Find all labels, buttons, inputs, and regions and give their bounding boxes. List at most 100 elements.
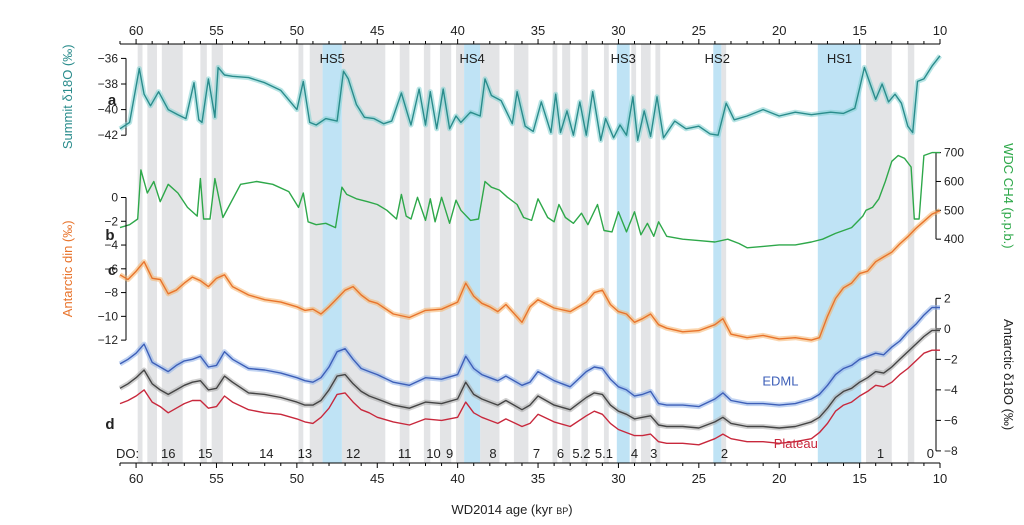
heinrich-label-hs4: HS4 [459,51,484,66]
y-tick-label-a: −40 [98,103,119,117]
stadial-band-20 [655,44,661,463]
top-tick-label-15: 15 [852,23,866,38]
y-tick-label-d: −4 [944,383,958,397]
y-tick-label-c: −10 [98,309,119,323]
panel-letter-d: d [105,416,114,433]
y-tick-label-d: −6 [944,413,958,427]
do-event-label-8: 8 [489,446,496,461]
series-label-plateau: Plateau [774,436,818,451]
panel-c: 0 −2 −4 −6 −8 −10 −12 Antarctic din (‰) c [60,191,942,347]
top-tick-label-10: 10 [933,23,947,38]
series-line-mean [119,329,940,429]
top-tick-label-55: 55 [209,23,223,38]
stadial-band-10 [439,44,452,463]
y-tick-label-d: 2 [944,291,951,305]
y-tick-label-c: −4 [104,238,118,252]
series-label-edml: EDML [762,373,798,388]
do-event-label-6: 6 [557,446,564,461]
do-event-label-12: 12 [346,446,360,461]
panel-d: 2 0 −2 −4 −6 −8 Antarctic δ18O (‰) d EDML Plateau [105,291,1016,458]
y-tick-label-b: 500 [944,203,964,217]
bottom-tick-label-35: 35 [531,471,545,486]
do-prefix-label: DO: [116,446,139,461]
stadial-band-19 [640,44,651,463]
panel-letter-c: c [108,262,116,279]
series-line-antarctic-dln [119,209,941,341]
do-event-label-16: 16 [161,446,175,461]
stadial-band-12 [480,44,500,463]
do-event-label-10: 10 [426,446,440,461]
y-tick-label-a: −36 [98,51,119,65]
do-event-label-2: 2 [721,446,728,461]
do-event-label-7: 7 [533,446,540,461]
do-event-label-4: 4 [631,446,638,461]
stadial-band-6 [309,44,323,463]
stadial-band-8 [399,44,410,463]
panel-a: −36 −38 −40 −42 Summit δ18O (‰) a [60,44,942,149]
stadial-band-2 [161,44,183,463]
panel-letter-b: b [105,227,114,244]
heinrich-label-hs3: HS3 [611,51,636,66]
heinrich-band-hs3 [616,44,630,463]
stadial-band-15 [562,44,571,463]
do-event-label-15: 15 [198,446,212,461]
bottom-tick-label-40: 40 [450,471,464,486]
y-axis-title-c: Antarctic din (‰) [60,220,75,317]
do-event-label-9: 9 [446,446,453,461]
bottom-tick-label-25: 25 [692,471,706,486]
stadial-band-3 [200,44,207,463]
y-tick-label-b: 400 [944,232,964,246]
top-tick-label-45: 45 [370,23,384,38]
top-tick-label-20: 20 [772,23,786,38]
stadial-band-4 [211,44,223,463]
heinrich-label-hs2: HS2 [705,51,730,66]
stadial-band-16 [581,44,588,463]
y-tick-label-c: −2 [104,214,118,228]
bottom-tick-label-20: 20 [772,471,786,486]
y-axis-title-a: Summit δ18O (‰) [60,44,75,149]
series-line-edml [119,306,940,408]
y-tick-label-d: 0 [944,322,951,336]
series-band-antarctic-dln [118,208,942,343]
stadial-band-21 [721,44,727,463]
do-event-label-5-1: 5.1 [595,446,613,461]
heinrich-label-hs1: HS1 [827,51,852,66]
event-bands [137,44,915,463]
series-line-summit-18o [119,55,941,142]
y-tick-label-a: −42 [98,128,119,142]
do-event-label-1: 1 [877,446,884,461]
do-event-label-3: 3 [650,446,657,461]
bottom-tick-label-15: 15 [852,471,866,486]
stadial-band-18 [631,44,637,463]
stadial-band-1 [147,44,157,463]
bottom-tick-label-50: 50 [290,471,304,486]
top-tick-label-40: 40 [450,23,464,38]
series-band-summit-18o [118,54,942,143]
top-tick-label-50: 50 [290,23,304,38]
x-axis-title: WD2014 age (kyr BP) [451,502,572,517]
top-tick-label-60: 60 [129,23,143,38]
do-event-label-11: 11 [398,446,412,461]
do-event-label-5-2: 5.2 [572,446,590,461]
y-tick-label-c: 0 [111,191,118,205]
y-axis-title-d: Antarctic δ18O (‰) [1001,319,1016,430]
top-tick-label-30: 30 [611,23,625,38]
heinrich-band-hs2 [713,44,722,463]
heinrich-band-hs5 [322,44,342,463]
stadial-band-5 [298,44,304,463]
y-tick-label-c: −12 [98,333,119,347]
panel-letter-a: a [108,92,117,109]
heinrich-label-hs5: HS5 [320,51,345,66]
panel-b: 400 500 600 700 WDC CH4 (p.p.b.) b [105,143,1016,248]
y-tick-label-c: −8 [104,286,118,300]
bottom-tick-label-55: 55 [209,471,223,486]
do-event-label-0: 0 [927,446,934,461]
top-tick-label-35: 35 [531,23,545,38]
bottom-tick-label-10: 10 [933,471,947,486]
bottom-tick-label-60: 60 [129,471,143,486]
y-tick-label-a: −38 [98,77,119,91]
series-line-wdc-ch4 [119,151,940,249]
